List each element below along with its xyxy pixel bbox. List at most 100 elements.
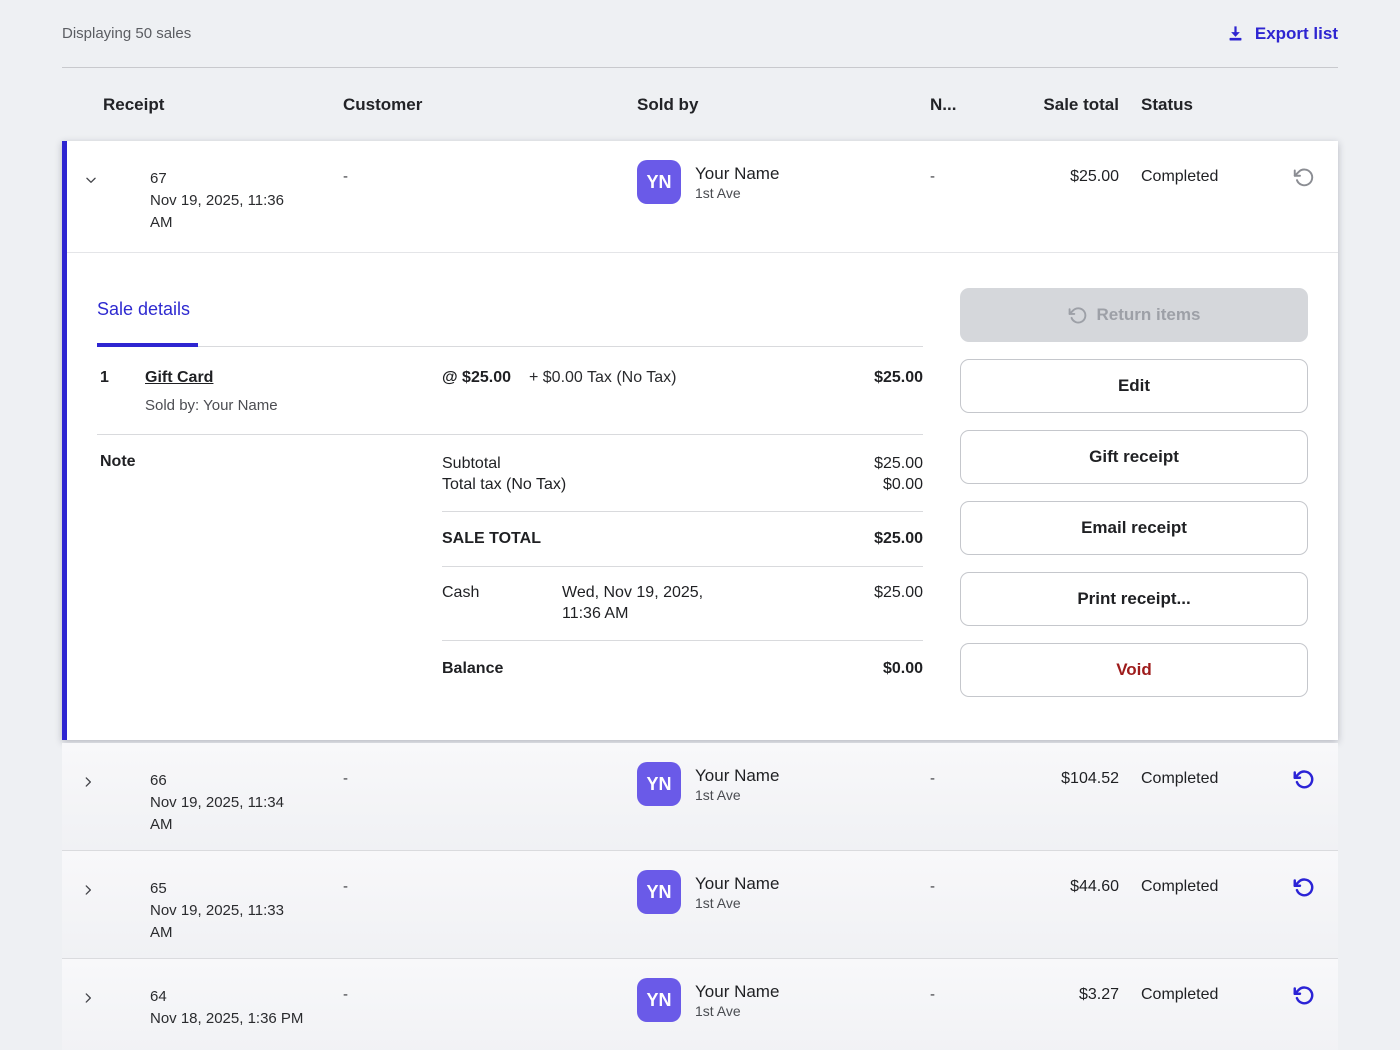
sold-by-location: 1st Ave: [695, 787, 741, 803]
total-tax-value: $0.00: [882, 476, 923, 493]
table-row[interactable]: 65 Nov 19, 2025, 11:33 AM - YN Your Name…: [62, 851, 1338, 959]
tab-track: [97, 343, 923, 347]
payment-method: Cash: [442, 584, 480, 601]
expand-row-button[interactable]: [62, 851, 114, 958]
avatar: YN: [637, 870, 681, 914]
header-status: Status: [1141, 94, 1193, 114]
tab-sale-details[interactable]: Sale details: [97, 299, 191, 319]
export-list-button[interactable]: Export list: [1226, 24, 1338, 44]
header-sold-by: Sold by: [637, 94, 699, 114]
avatar: YN: [637, 978, 681, 1022]
return-sale-button[interactable]: [1269, 959, 1338, 1050]
sale-details-panel: Sale details 1 Gift Card Sold by: Your N…: [67, 253, 1338, 740]
payment-row: Cash Wed, Nov 19, 2025, 11:36 AM $25.00: [442, 567, 923, 624]
edit-button[interactable]: Edit: [960, 359, 1308, 413]
payment-amount: $25.00: [874, 584, 923, 601]
collapse-row-button[interactable]: [67, 141, 114, 252]
note-value: -: [930, 168, 935, 185]
avatar: YN: [637, 160, 681, 204]
sale-total-value: $44.60: [1070, 878, 1119, 895]
avatar: YN: [637, 762, 681, 806]
line-item-tax-info: + $0.00 Tax (No Tax): [528, 369, 677, 386]
header-receipt: Receipt: [103, 94, 165, 114]
gift-receipt-button[interactable]: Gift receipt: [960, 430, 1308, 484]
payment-datetime: Wed, Nov 19, 2025, 11:36 AM: [562, 584, 704, 622]
sale-total-value: $25.00: [1070, 168, 1119, 185]
note-label: Note: [100, 453, 136, 470]
divider: [442, 511, 923, 512]
receipt-id: 64: [150, 988, 167, 1005]
chevron-right-icon: [81, 883, 95, 897]
status-value: Completed: [1141, 878, 1219, 895]
sale-summary: Subtotal $25.00 Total tax (No Tax) $0.00…: [442, 453, 923, 740]
rotate-ccw-icon: [1293, 985, 1314, 1006]
sold-by-location: 1st Ave: [695, 185, 741, 201]
rotate-ccw-icon: [1068, 306, 1087, 325]
return-sale-button[interactable]: [1269, 141, 1338, 252]
subtotal-label: Subtotal: [442, 455, 501, 472]
customer-value: -: [343, 986, 348, 1003]
line-item-qty: 1: [100, 369, 109, 386]
receipt-id: 66: [150, 772, 167, 789]
line-item-name-link[interactable]: Gift Card: [145, 369, 214, 386]
sold-by-location: 1st Ave: [695, 895, 741, 911]
customer-value: -: [343, 168, 348, 185]
line-item-row: 1 Gift Card Sold by: Your Name @ $25.00 …: [97, 367, 923, 417]
expand-row-button[interactable]: [62, 959, 114, 1050]
chevron-right-icon: [81, 775, 95, 789]
balance-label: Balance: [442, 660, 504, 677]
divider: [442, 640, 923, 641]
status-value: Completed: [1141, 770, 1219, 787]
sale-actions: Return items Edit Gift receipt Email rec…: [960, 253, 1308, 740]
customer-value: -: [343, 878, 348, 895]
line-item-unit-price: @ $25.00: [442, 369, 511, 386]
topbar: Displaying 50 sales Export list: [62, 0, 1338, 68]
chevron-right-icon: [81, 991, 95, 1005]
sold-by-name: Your Name: [695, 766, 780, 785]
expanded-sale-card: 67 Nov 19, 2025, 11:36 AM - YN Your Name…: [62, 141, 1338, 740]
receipt-id: 67: [150, 170, 167, 187]
balance-value: $0.00: [882, 660, 923, 677]
expand-row-button[interactable]: [62, 743, 114, 850]
void-button[interactable]: Void: [960, 643, 1308, 697]
sale-total-label: SALE TOTAL: [442, 530, 541, 547]
note-value: -: [930, 986, 935, 1003]
chevron-down-icon: [84, 173, 98, 187]
return-sale-button[interactable]: [1269, 851, 1338, 958]
table-row[interactable]: 64 Nov 18, 2025, 1:36 PM - YN Your Name …: [62, 959, 1338, 1050]
table-row[interactable]: 66 Nov 19, 2025, 11:34 AM - YN Your Name…: [62, 743, 1338, 851]
customer-value: -: [343, 770, 348, 787]
sale-total-value: $104.52: [1061, 770, 1119, 787]
divider: [97, 434, 923, 435]
receipt-date: Nov 19, 2025, 11:36 AM: [150, 192, 284, 231]
rotate-ccw-icon: [1293, 769, 1314, 790]
return-items-label: Return items: [1096, 305, 1201, 324]
rotate-ccw-icon: [1293, 167, 1314, 188]
receipt-date: Nov 19, 2025, 11:33 AM: [150, 902, 284, 941]
header-sale-total: Sale total: [1043, 94, 1119, 114]
line-item-sold-by: Sold by: Your Name: [145, 397, 278, 414]
displaying-count-text: Displaying 50 sales: [62, 25, 192, 42]
status-value: Completed: [1141, 168, 1219, 185]
header-note: N...: [930, 94, 957, 114]
return-items-button[interactable]: Return items: [960, 288, 1308, 342]
receipt-id: 65: [150, 880, 167, 897]
line-item-total: $25.00: [874, 369, 923, 386]
receipt-date: Nov 18, 2025, 1:36 PM: [150, 1010, 304, 1027]
divider: [442, 566, 923, 567]
print-receipt-button[interactable]: Print receipt...: [960, 572, 1308, 626]
sold-by-location: 1st Ave: [695, 1003, 741, 1019]
status-value: Completed: [1141, 986, 1219, 1003]
rotate-ccw-icon: [1293, 877, 1314, 898]
email-receipt-button[interactable]: Email receipt: [960, 501, 1308, 555]
sold-by-name: Your Name: [695, 164, 780, 183]
note-value: -: [930, 878, 935, 895]
sold-by-name: Your Name: [695, 874, 780, 893]
header-customer: Customer: [343, 94, 423, 114]
total-tax-label: Total tax (No Tax): [442, 476, 567, 493]
return-sale-button[interactable]: [1269, 743, 1338, 850]
sale-total-value: $3.27: [1078, 986, 1119, 1003]
table-row[interactable]: 67 Nov 19, 2025, 11:36 AM - YN Your Name…: [67, 141, 1338, 253]
sold-by-name: Your Name: [695, 982, 780, 1001]
